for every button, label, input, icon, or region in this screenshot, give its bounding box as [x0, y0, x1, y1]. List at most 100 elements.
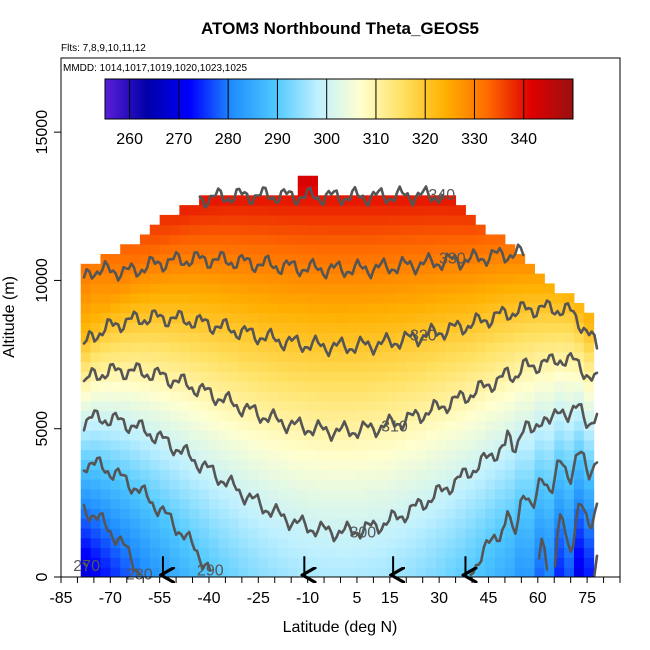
heatmap-cell	[376, 488, 388, 500]
heatmap-cell	[524, 537, 535, 549]
heatmap-cell	[396, 430, 407, 441]
heatmap-cell	[248, 518, 259, 529]
heatmap-cell	[278, 567, 289, 577]
heatmap-cell	[278, 254, 289, 265]
heatmap-cell	[238, 449, 249, 461]
heatmap-cell	[110, 518, 121, 529]
heatmap-cell	[583, 410, 595, 421]
heatmap-cell	[435, 557, 447, 568]
heatmap-cell	[248, 351, 259, 363]
heatmap-cell	[396, 508, 407, 519]
heatmap-cell	[130, 351, 141, 363]
heatmap-cell	[228, 312, 240, 324]
heatmap-cell	[485, 361, 496, 372]
heatmap-cell	[238, 420, 249, 431]
heatmap-cell	[573, 381, 585, 392]
heatmap-cell	[120, 322, 131, 333]
heatmap-cell	[564, 361, 575, 372]
heatmap-cell	[159, 547, 171, 558]
heatmap-cell	[416, 479, 427, 490]
heatmap-cell	[238, 518, 249, 529]
heatmap-cell	[347, 410, 358, 421]
heatmap-cell	[465, 459, 476, 470]
heatmap-cell	[218, 342, 230, 353]
heatmap-cell	[347, 518, 358, 529]
heatmap-cell	[297, 175, 309, 187]
heatmap-cell	[327, 459, 338, 470]
heatmap-cell	[396, 557, 407, 568]
heatmap-cell	[278, 214, 289, 226]
heatmap-cell	[90, 312, 101, 324]
heatmap-cell	[218, 459, 230, 470]
heatmap-cell	[307, 508, 318, 519]
heatmap-cell	[573, 528, 585, 539]
heatmap-cell	[238, 312, 249, 324]
heatmap-cell	[406, 371, 417, 382]
heatmap-cell	[189, 371, 200, 382]
heatmap-cell	[307, 410, 318, 421]
heatmap-cell	[416, 361, 427, 372]
heatmap-cell	[475, 488, 486, 500]
heatmap-cell	[287, 400, 299, 412]
heatmap-cell	[583, 312, 595, 324]
heatmap-cell	[544, 479, 555, 490]
heatmap-cell	[307, 224, 318, 235]
heatmap-cell	[475, 479, 486, 490]
heatmap-cell	[199, 244, 210, 255]
heatmap-cell	[169, 371, 180, 382]
heatmap-cell	[297, 381, 309, 392]
heatmap-cell	[554, 332, 565, 343]
heatmap-cell	[376, 400, 388, 412]
heatmap-cell	[238, 479, 249, 490]
heatmap-cell	[514, 479, 526, 490]
heatmap-cell	[425, 469, 437, 480]
heatmap-cell	[317, 449, 328, 461]
heatmap-cell	[347, 391, 358, 402]
heatmap-cell	[514, 439, 526, 451]
heatmap-cell	[386, 205, 397, 216]
heatmap-cell	[149, 332, 161, 343]
heatmap-cell	[445, 312, 457, 324]
heatmap-cell	[100, 498, 111, 509]
heatmap-cell	[455, 410, 466, 421]
heatmap-cell	[425, 479, 437, 490]
heatmap-cell	[159, 342, 171, 353]
heatmap-cell	[110, 283, 121, 294]
heatmap-cell	[455, 391, 466, 402]
heatmap-cell	[465, 508, 476, 519]
heatmap-cell	[258, 263, 269, 275]
heatmap-cell	[495, 567, 506, 577]
heatmap-cell	[416, 537, 427, 549]
heatmap-cell	[120, 410, 131, 421]
heatmap-cell	[406, 547, 417, 558]
heatmap-cell	[366, 449, 378, 461]
heatmap-cell	[583, 449, 595, 461]
heatmap-cell	[475, 244, 486, 255]
heatmap-cell	[287, 391, 299, 402]
heatmap-cell	[327, 332, 338, 343]
heatmap-cell	[179, 410, 190, 421]
heatmap-cell	[376, 391, 388, 402]
heatmap-cell	[149, 488, 161, 500]
heatmap-cell	[90, 293, 101, 304]
heatmap-cell	[189, 567, 200, 577]
heatmap-cell	[120, 567, 131, 577]
heatmap-cell	[297, 439, 309, 451]
heatmap-cell	[80, 381, 92, 392]
heatmap-cell	[455, 342, 466, 353]
heatmap-cell	[169, 361, 180, 372]
contour-label: 310	[381, 419, 408, 436]
heatmap-cell	[258, 567, 269, 577]
heatmap-cell	[139, 420, 151, 431]
heatmap-cell	[406, 214, 417, 226]
heatmap-cell	[238, 351, 249, 363]
heatmap-cell	[100, 459, 111, 470]
heatmap-cell	[475, 381, 486, 392]
heatmap-cell	[189, 391, 200, 402]
contour-label: 270	[73, 558, 100, 575]
heatmap-cell	[475, 537, 486, 549]
heatmap-cell	[495, 283, 506, 294]
heatmap-cell	[189, 205, 200, 216]
heatmap-cell	[356, 439, 368, 451]
heatmap-cell	[534, 469, 545, 480]
